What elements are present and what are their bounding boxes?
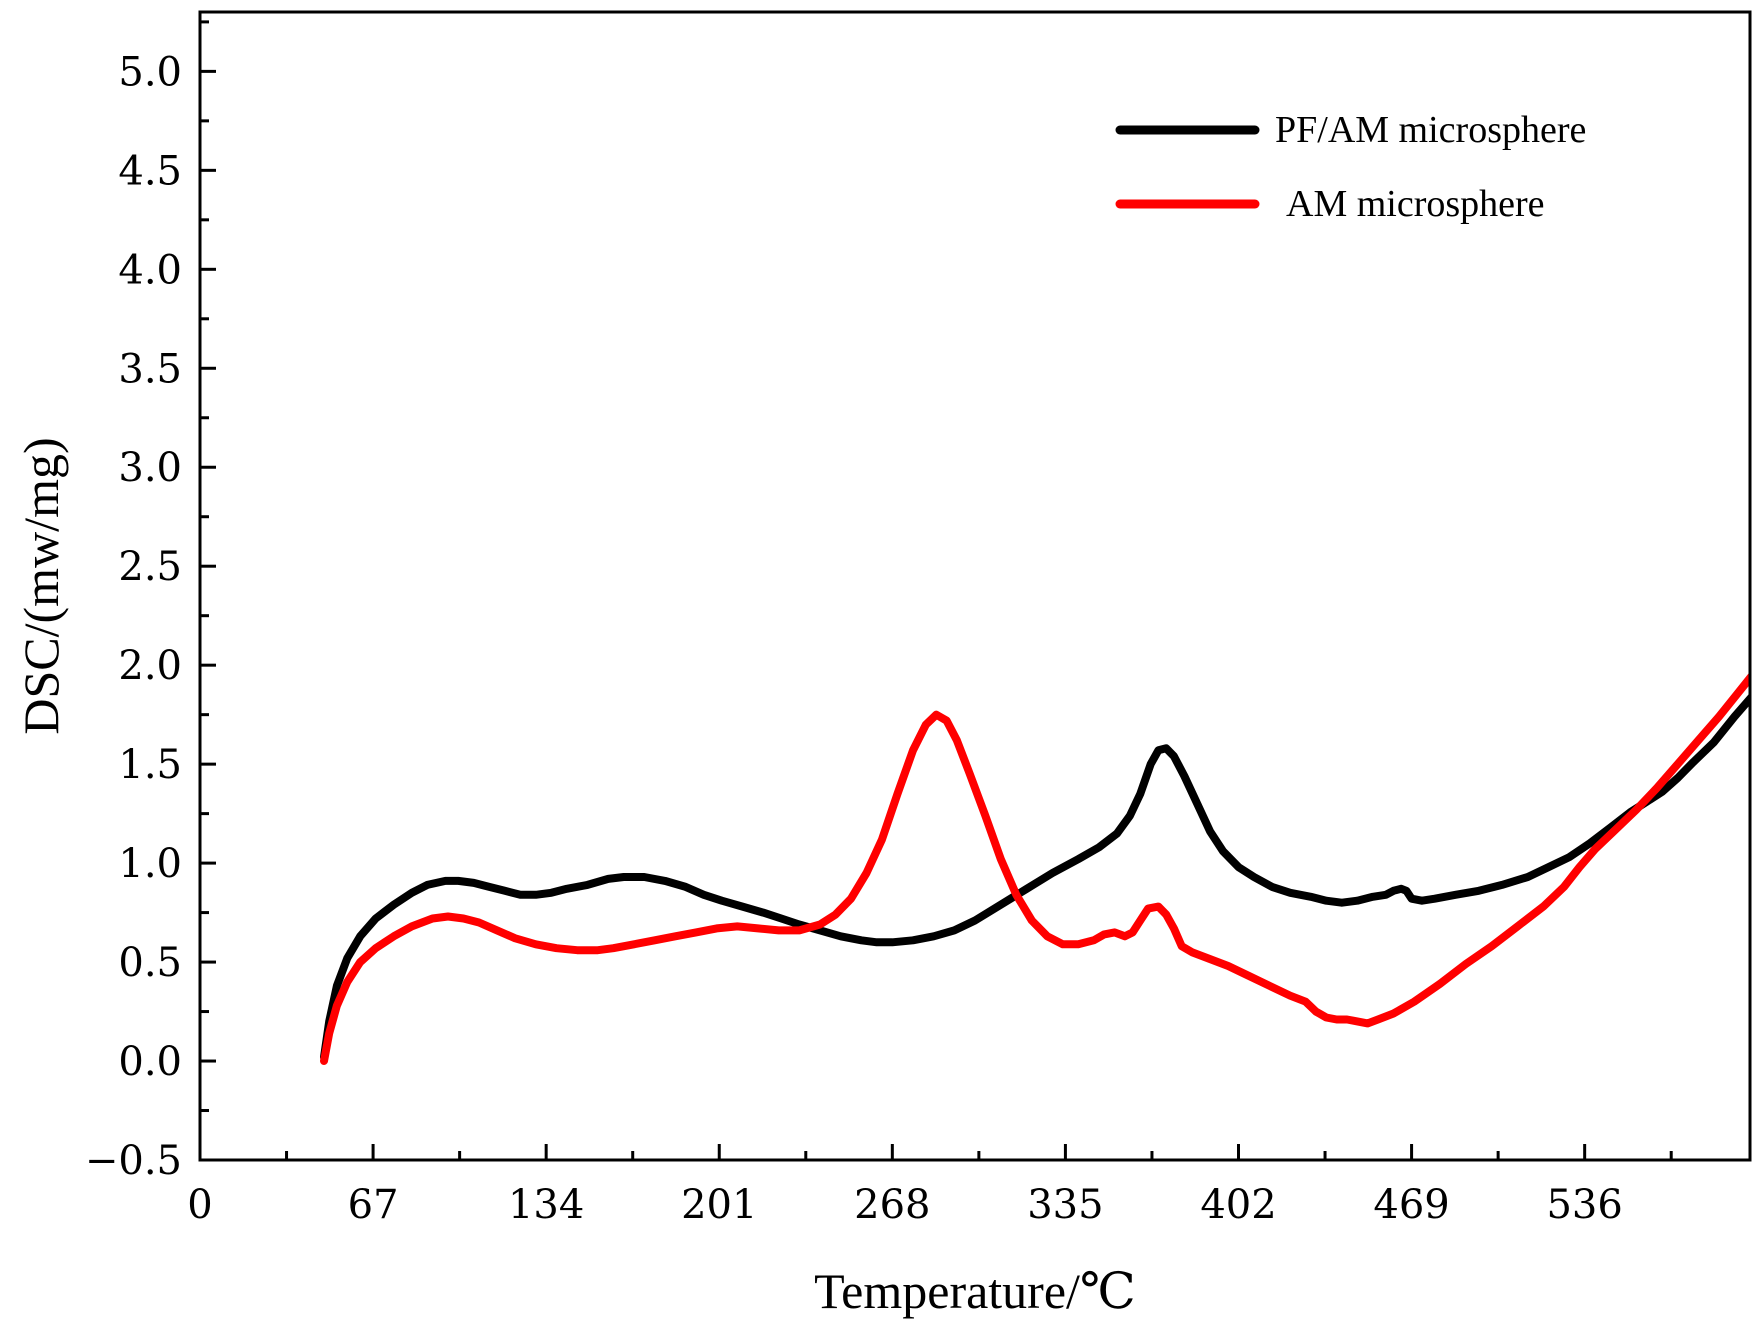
y-tick-label: 1.0: [118, 841, 182, 887]
series-line-am: [320, 671, 1750, 1065]
y-tick-label: 0.0: [118, 1039, 182, 1085]
y-axis-ticks: −0.5 0.0 0.5 1.0 1.5 2.0 2.5 3.0 3.5 4.0 4.5 5.0: [85, 20, 216, 1184]
y-tick-label: 5.0: [118, 49, 182, 95]
x-tick-label: 402: [1200, 1182, 1276, 1228]
x-tick-label: 201: [681, 1182, 757, 1228]
x-tick-label: 134: [508, 1182, 584, 1228]
y-tick-label: 3.0: [118, 445, 182, 491]
series-line-pf-am: [320, 692, 1750, 1062]
x-axis-ticks: 0 67 134 201 268 335 402 469 536: [187, 1144, 1673, 1228]
y-tick-label: 0.5: [118, 940, 182, 986]
legend-label-pf-am: PF/AM microsphere: [1275, 109, 1586, 151]
y-tick-label: 2.0: [118, 643, 182, 689]
x-tick-label: 268: [854, 1182, 930, 1228]
y-tick-label: 4.0: [118, 247, 182, 293]
y-tick-label: 4.5: [118, 148, 182, 194]
y-tick-label: 1.5: [118, 742, 182, 788]
x-tick-label: 0: [187, 1182, 212, 1228]
legend-label-am: AM microsphere: [1286, 183, 1545, 225]
y-tick-label: 2.5: [118, 544, 182, 590]
x-tick-label: 335: [1027, 1182, 1103, 1228]
y-tick-label: 3.5: [118, 346, 182, 392]
y-tick-label: −0.5: [85, 1138, 182, 1184]
series-layer: [320, 671, 1750, 1065]
x-axis-title: Temperature/℃: [814, 1263, 1136, 1319]
x-tick-label: 67: [348, 1182, 399, 1228]
x-tick-label: 536: [1546, 1182, 1622, 1228]
legend: PF/AM microsphere AM microsphere: [1115, 109, 1586, 225]
y-axis-title: DSC/(mw/mg): [13, 437, 69, 734]
plot-frame: [198, 10, 1752, 1162]
x-tick-label: 469: [1373, 1182, 1449, 1228]
